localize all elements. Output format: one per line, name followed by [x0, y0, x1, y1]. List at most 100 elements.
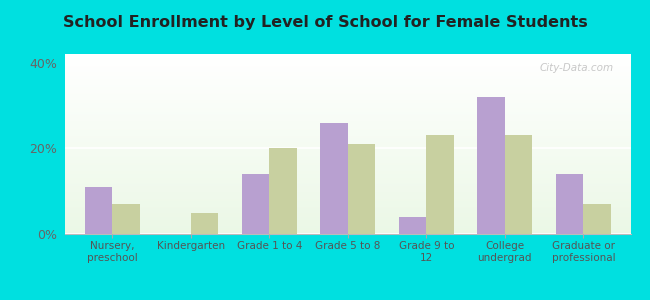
Bar [65, 114, 630, 116]
Bar [112, 204, 140, 234]
Bar [65, 192, 630, 194]
Bar [65, 224, 630, 225]
Bar [65, 201, 630, 202]
Bar [65, 200, 630, 201]
Bar [65, 130, 630, 132]
Bar [65, 75, 630, 76]
Bar [65, 116, 630, 117]
Bar [65, 207, 630, 208]
Bar [65, 106, 630, 108]
Bar [65, 230, 630, 231]
Bar [65, 146, 630, 147]
Bar [65, 153, 630, 154]
Bar [65, 158, 630, 159]
Bar [65, 148, 630, 150]
Bar [65, 225, 630, 226]
Bar [477, 97, 505, 234]
Bar [65, 180, 630, 182]
Bar [65, 177, 630, 178]
Bar [505, 135, 532, 234]
Bar [65, 186, 630, 188]
Text: School Enrollment by Level of School for Female Students: School Enrollment by Level of School for… [62, 15, 588, 30]
Bar [65, 93, 630, 94]
Bar [65, 176, 630, 177]
Bar [65, 220, 630, 222]
Bar [65, 74, 630, 75]
Bar [65, 142, 630, 144]
Bar [65, 92, 630, 93]
Bar [65, 112, 630, 114]
Bar [65, 162, 630, 164]
Bar [65, 152, 630, 153]
Bar [65, 132, 630, 134]
Bar [65, 111, 630, 112]
Bar [65, 94, 630, 96]
Bar [65, 184, 630, 186]
Bar [65, 164, 630, 165]
Bar [242, 174, 269, 234]
Bar [65, 98, 630, 99]
Bar [399, 217, 426, 234]
Bar [65, 232, 630, 234]
Bar [65, 88, 630, 90]
Bar [65, 102, 630, 104]
Bar [65, 196, 630, 198]
Bar [320, 123, 348, 234]
Bar [65, 219, 630, 220]
Bar [65, 231, 630, 232]
Bar [65, 141, 630, 142]
Bar [65, 160, 630, 162]
Text: City-Data.com: City-Data.com [540, 63, 614, 73]
Bar [65, 69, 630, 70]
Bar [65, 147, 630, 148]
Bar [65, 174, 630, 176]
Bar [65, 117, 630, 118]
Bar [65, 213, 630, 214]
Bar [65, 64, 630, 66]
Bar [65, 96, 630, 98]
Bar [65, 68, 630, 69]
Bar [65, 87, 630, 88]
Bar [65, 85, 630, 87]
Bar [584, 204, 611, 234]
Bar [65, 118, 630, 120]
Bar [65, 126, 630, 128]
Bar [65, 156, 630, 158]
Bar [65, 216, 630, 218]
Bar [65, 140, 630, 141]
Bar [65, 58, 630, 60]
Bar [65, 128, 630, 129]
Bar [65, 204, 630, 206]
Bar [65, 57, 630, 58]
Bar [65, 136, 630, 138]
Bar [65, 165, 630, 166]
Bar [65, 70, 630, 72]
Bar [65, 82, 630, 84]
Bar [65, 226, 630, 228]
Bar [65, 78, 630, 80]
Bar [65, 129, 630, 130]
Bar [65, 134, 630, 135]
Bar [65, 100, 630, 102]
Bar [65, 60, 630, 61]
Bar [65, 222, 630, 224]
Bar [65, 120, 630, 122]
Bar [65, 159, 630, 160]
Bar [348, 144, 375, 234]
Bar [65, 194, 630, 195]
Bar [65, 80, 630, 81]
Bar [65, 208, 630, 210]
Bar [65, 54, 630, 56]
Bar [65, 99, 630, 100]
Bar [65, 189, 630, 190]
Bar [65, 105, 630, 106]
Bar [65, 168, 630, 170]
Bar [65, 72, 630, 74]
Bar [190, 213, 218, 234]
Bar [65, 84, 630, 86]
Bar [65, 190, 630, 192]
Bar [65, 178, 630, 180]
Bar [426, 135, 454, 234]
Bar [556, 174, 584, 234]
Bar [65, 182, 630, 183]
